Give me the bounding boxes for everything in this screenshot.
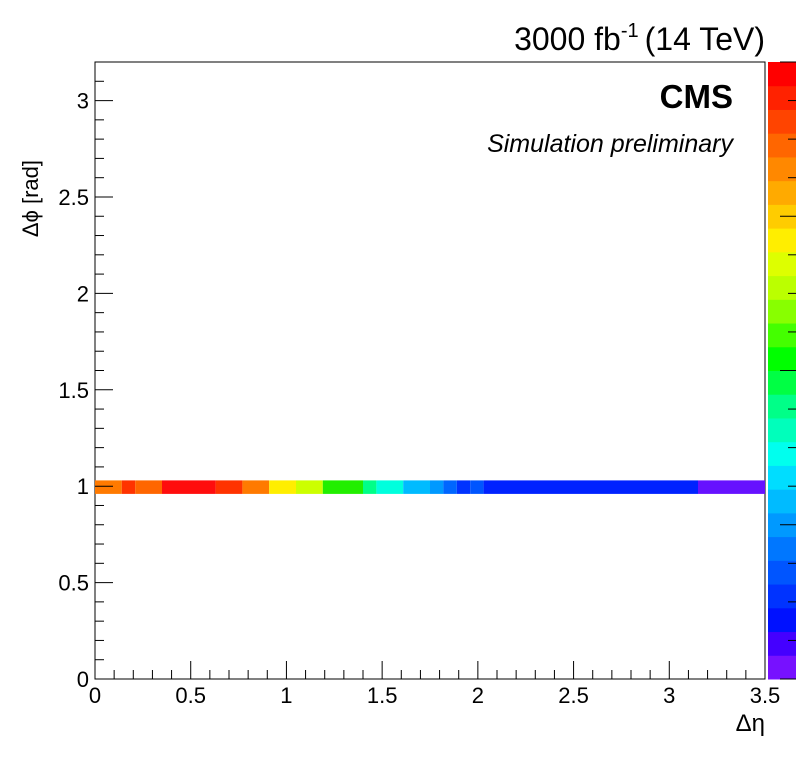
color-bar-segment bbox=[768, 251, 796, 277]
y-tick-label: 0.5 bbox=[58, 571, 89, 596]
color-bar-segment bbox=[768, 228, 796, 253]
color-bar-segment bbox=[768, 346, 796, 371]
heatmap-cell-12 bbox=[430, 480, 444, 494]
cms-label: CMS bbox=[660, 78, 733, 115]
heatmap-cell-4 bbox=[215, 480, 243, 494]
lumi-energy-label: 3000 fb-1 (14 TeV) bbox=[514, 20, 765, 57]
color-bar-segment bbox=[768, 584, 796, 609]
y-tick-labels: 0 0.5 1 1.5 2 2.5 3 bbox=[58, 89, 89, 692]
color-bar-segment bbox=[768, 536, 796, 561]
heatmap-cell-13 bbox=[443, 480, 457, 494]
color-bar-segment bbox=[768, 441, 796, 466]
heatmap-cell-3 bbox=[162, 480, 216, 494]
y-tick-label: 1 bbox=[77, 474, 89, 499]
color-bar-segment bbox=[768, 465, 796, 490]
y-tick-label: 3 bbox=[77, 89, 89, 114]
color-bar-segment bbox=[768, 417, 796, 443]
color-bar-segment bbox=[768, 62, 796, 87]
y-axis-title: Δϕ [rad] bbox=[18, 160, 43, 237]
heatmap-cell-9 bbox=[363, 480, 377, 494]
color-bar-segment bbox=[768, 109, 796, 134]
plot-frame bbox=[94, 61, 766, 680]
heatmap-cell-11 bbox=[403, 480, 430, 494]
color-bar-segment bbox=[768, 85, 796, 110]
y-tick-label: 1.5 bbox=[58, 378, 89, 403]
simulation-preliminary-label: Simulation preliminary bbox=[487, 130, 734, 158]
color-bar-segment bbox=[768, 180, 796, 205]
heatmap-cell-6 bbox=[269, 480, 296, 494]
color-bar-ticks bbox=[780, 61, 796, 680]
x-tick-label: 2 bbox=[472, 683, 484, 708]
x-tick-label: 0 bbox=[89, 683, 101, 708]
heatmap-cell-0 bbox=[95, 480, 122, 494]
color-bar-segment bbox=[768, 631, 796, 656]
heatmap-cell-17 bbox=[698, 480, 765, 494]
heatmap-cell-14 bbox=[456, 480, 471, 494]
color-bar-segment bbox=[768, 489, 796, 514]
color-bar-segment bbox=[768, 560, 796, 585]
color-bar-segment bbox=[768, 275, 796, 300]
heatmap-cell-2 bbox=[135, 480, 162, 494]
y-tick-label: 2.5 bbox=[58, 185, 89, 210]
color-bar-segment bbox=[768, 655, 796, 680]
color-bar-segment bbox=[768, 299, 796, 324]
heatmap-cell-16 bbox=[483, 480, 698, 494]
y-tick-label: 2 bbox=[77, 281, 89, 306]
x-tick-label: 1 bbox=[280, 683, 292, 708]
heatmap-cell-7 bbox=[296, 480, 323, 494]
color-bar-segment bbox=[768, 133, 796, 158]
x-tick-label: 3 bbox=[663, 683, 675, 708]
x-axis-title: Δη bbox=[736, 710, 765, 737]
color-bar-segment bbox=[768, 394, 796, 419]
color-bar-segment bbox=[768, 370, 796, 395]
x-tick-label: 3.5 bbox=[750, 683, 781, 708]
heatmap-cell-10 bbox=[376, 480, 404, 494]
heatmap-cell-8 bbox=[322, 480, 363, 494]
x-tick-label: 0.5 bbox=[175, 683, 206, 708]
x-tick-labels: 0 0.5 1 1.5 2 2.5 3 3.5 bbox=[89, 683, 780, 708]
heatmap-cell-15 bbox=[470, 480, 484, 494]
color-bar bbox=[768, 62, 796, 680]
color-bar-segment bbox=[768, 607, 796, 633]
color-bar-segment bbox=[768, 323, 796, 348]
x-tick-label: 1.5 bbox=[367, 683, 398, 708]
heatmap-cells bbox=[95, 480, 765, 494]
heatmap-cell-5 bbox=[242, 480, 270, 494]
x-tick-label: 2.5 bbox=[558, 683, 589, 708]
y-tick-label: 0 bbox=[77, 667, 89, 692]
axis-ticks bbox=[94, 61, 766, 680]
heatmap-cell-1 bbox=[121, 480, 136, 494]
color-bar-segment bbox=[768, 156, 796, 182]
